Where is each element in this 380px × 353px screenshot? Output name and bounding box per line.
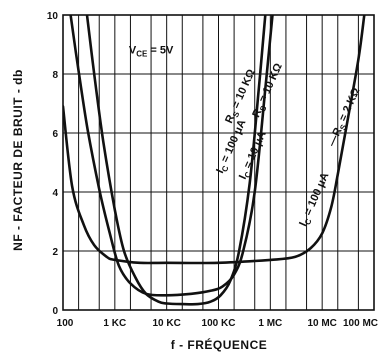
plot-border: [62, 14, 375, 311]
y-tick-label: 6: [52, 129, 58, 140]
y-tick-label: 8: [52, 70, 58, 81]
y-tick-label: 4: [52, 188, 58, 199]
curve-annotation: RS = 10 KΩ: [250, 61, 286, 120]
curves: [63, 15, 366, 306]
x-tick-label: 100 MC: [343, 318, 378, 329]
grid-lines: [63, 15, 374, 310]
y-tick-label: 2: [52, 247, 58, 258]
y-axis-label: NF - FACTEUR DE BRUIT - db: [11, 69, 25, 251]
noise-curve-2: [69, 15, 274, 297]
y-tick-label: 10: [47, 11, 59, 22]
x-tick-label: 100 KC: [202, 318, 236, 329]
x-tick-label: 10 MC: [307, 318, 336, 329]
x-axis-label: f - FRÉQUENCE: [171, 337, 268, 352]
x-tick-label: 10 KC: [152, 318, 180, 329]
noise-curve-1: [63, 15, 366, 265]
x-tick-label: 1 KC: [103, 318, 126, 329]
plot-frame: [62, 14, 375, 311]
curve-annotation: VCE = 5V: [129, 44, 174, 58]
noise-curve-3: [85, 15, 267, 306]
x-tick-label: 100: [57, 318, 74, 329]
x-tick-label: 1 MC: [258, 318, 282, 329]
y-tick-label: 0: [52, 306, 58, 317]
tick-labels: 100 1 KC 10 KC 100 KC 1 MC 10 MC 100 MC 0 2 4 6 8 10: [47, 11, 378, 329]
